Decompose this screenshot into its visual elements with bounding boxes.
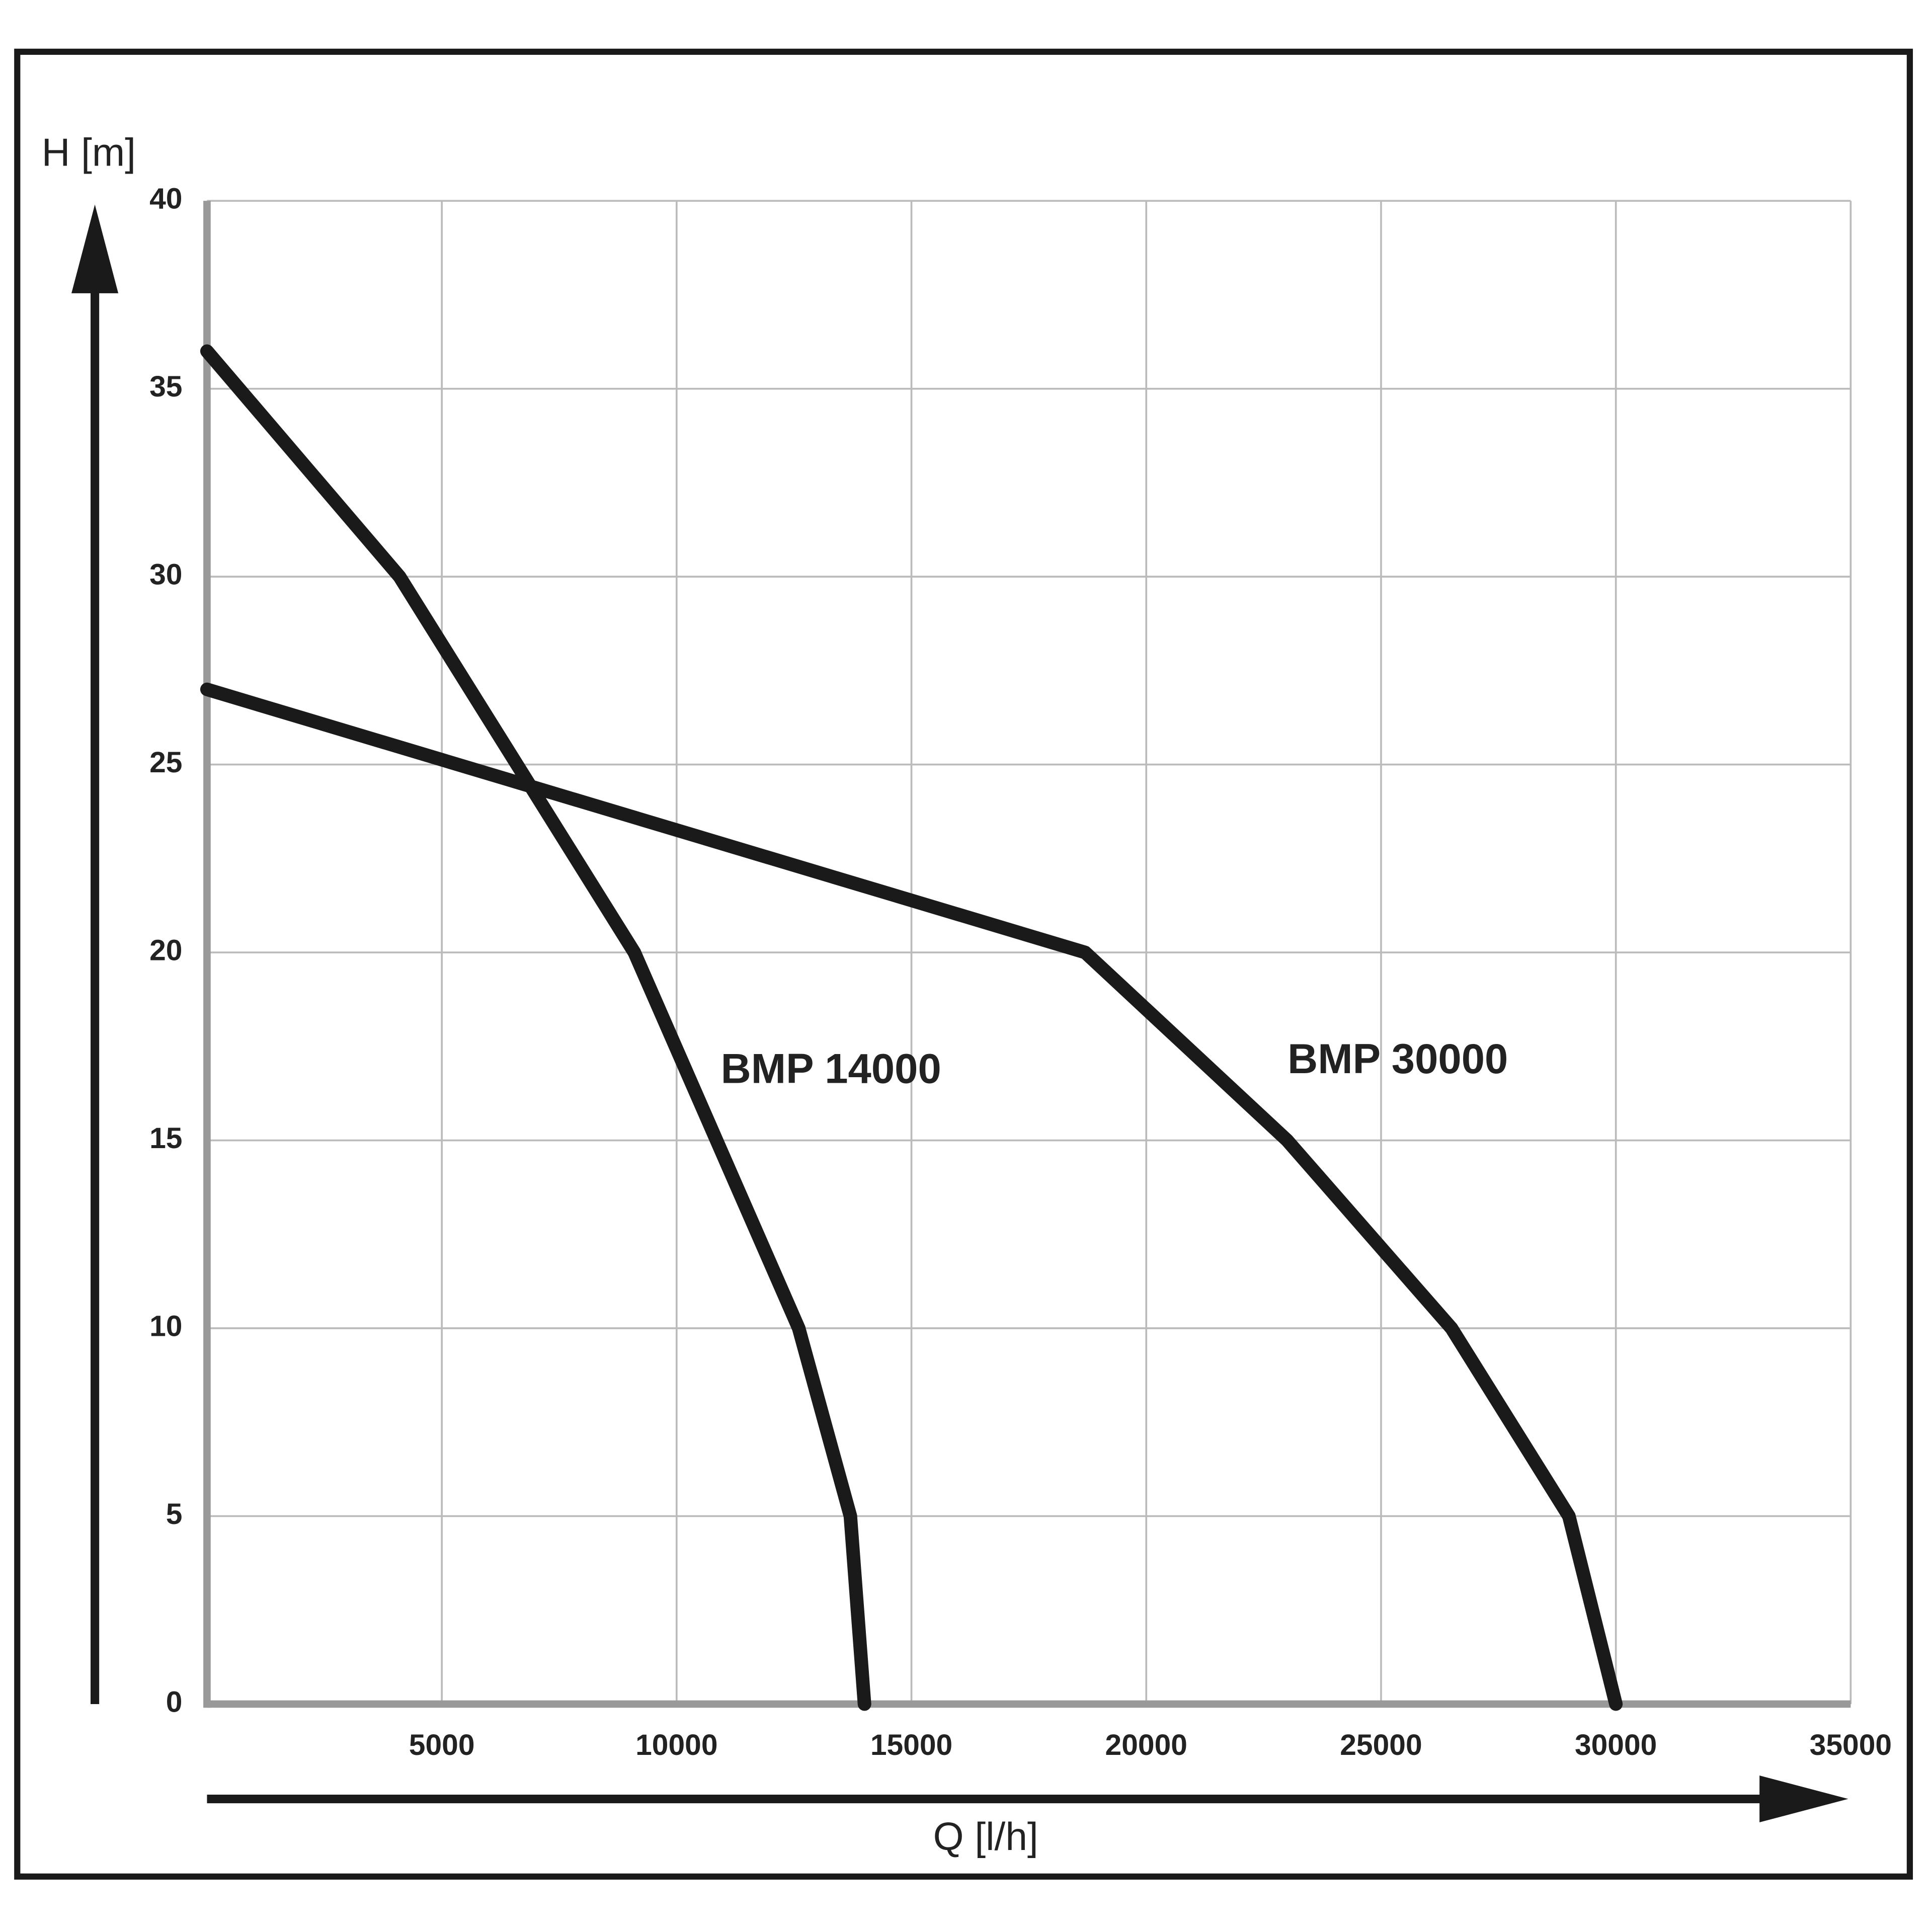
y-tick-label: 40 <box>149 183 182 215</box>
series-line <box>200 682 1623 1711</box>
y-tick-label: 0 <box>166 1685 183 1718</box>
y-tick-label: 25 <box>149 746 182 779</box>
x-tick-label: 15000 <box>870 1729 952 1761</box>
x-tick-label: 10000 <box>635 1729 717 1761</box>
y-tick-label: 30 <box>149 558 182 591</box>
y-tick-label: 5 <box>166 1498 183 1531</box>
x-tick-label: 20000 <box>1105 1729 1187 1761</box>
y-arrow-head <box>71 204 119 293</box>
x-tick-label: 35000 <box>1810 1729 1892 1761</box>
x-tick-label: 5000 <box>409 1729 475 1761</box>
y-tick-label: 15 <box>149 1122 182 1155</box>
series-label: BMP 14000 <box>721 1045 941 1092</box>
x-arrow-head <box>1759 1775 1848 1823</box>
series-line <box>200 344 871 1711</box>
frame <box>14 48 1913 1880</box>
y-tick-label: 35 <box>149 370 182 403</box>
x-axis-label: Q [l/h] <box>933 1814 1038 1859</box>
y-axis-label: H [m] <box>42 130 136 174</box>
y-tick-label: 20 <box>149 934 182 967</box>
y-tick-label: 10 <box>149 1310 182 1343</box>
x-tick-label: 25000 <box>1340 1729 1422 1761</box>
x-tick-label: 30000 <box>1575 1729 1657 1761</box>
series-label: BMP 30000 <box>1287 1035 1508 1082</box>
